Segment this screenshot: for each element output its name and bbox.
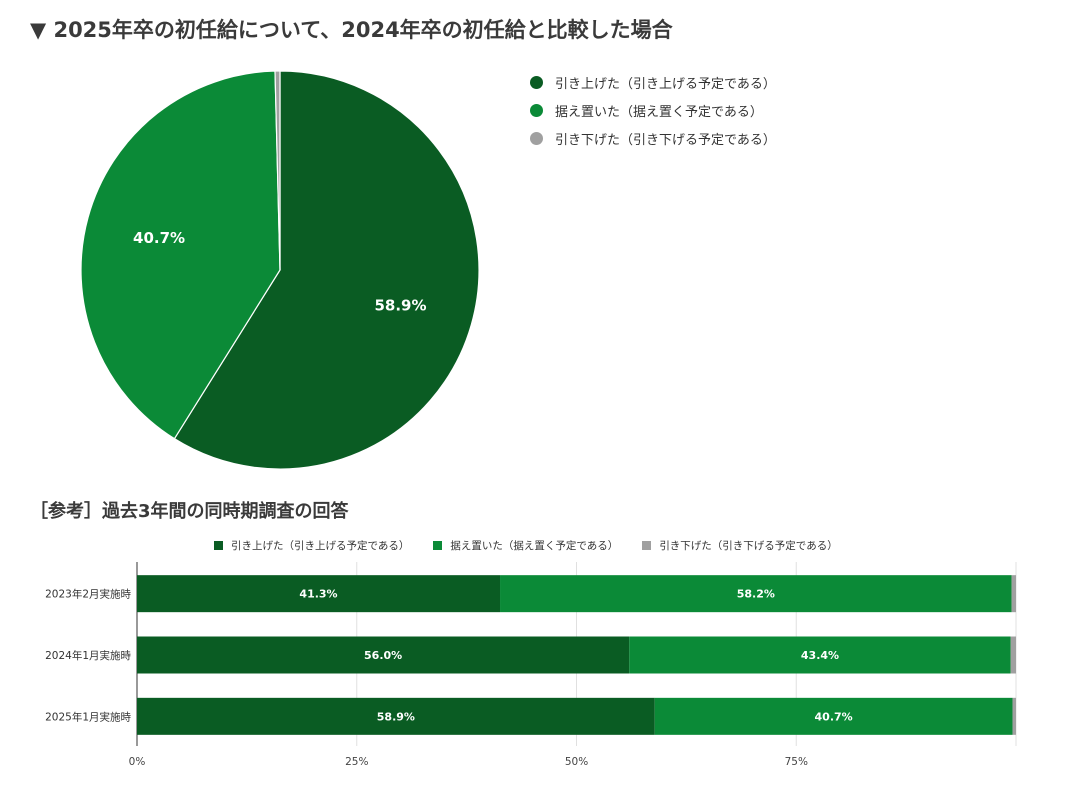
pie-legend-item-raised[interactable]: 引き上げた（引き上げる予定である） <box>530 68 776 96</box>
pie-slice-kept[interactable] <box>80 70 281 440</box>
bar-legend-item-kept[interactable]: 据え置いた（据え置く予定である） <box>433 538 618 553</box>
bar-legend: 引き上げた（引き上げる予定である） 据え置いた（据え置く予定である） 引き下げた… <box>214 538 862 553</box>
pie-data-label-raised: 58.9% <box>374 297 426 315</box>
legend-dot-raised <box>530 75 543 89</box>
pie-legend-label-lowered: 引き下げた（引き下げる予定である） <box>555 132 776 148</box>
pie-legend: 引き上げた（引き上げる予定である） 据え置いた（据え置く予定である） 引き下げた… <box>530 68 776 152</box>
bar-data-label-raised: 58.9% <box>377 710 415 723</box>
pie-legend-label-raised: 引き上げた（引き上げる予定である） <box>555 76 776 92</box>
bar-data-label-raised: 56.0% <box>364 649 402 662</box>
bar-segment-kept[interactable] <box>654 697 1013 735</box>
bar-segment-lowered[interactable] <box>1010 636 1016 674</box>
bar-data-label-raised: 41.3% <box>299 588 337 601</box>
pie-legend-label-kept: 据え置いた（据え置く予定である） <box>555 104 763 120</box>
legend-dot-kept <box>530 103 543 117</box>
bar-legend-label-kept: 据え置いた（据え置く予定である） <box>450 540 619 552</box>
bar-segment-kept[interactable] <box>500 575 1012 613</box>
bar-segment-raised[interactable] <box>137 636 630 674</box>
bar-segment-kept[interactable] <box>629 636 1011 674</box>
bar-data-label-kept: 58.2% <box>737 588 775 601</box>
bar-segment-raised[interactable] <box>137 575 501 613</box>
pie-data-label-kept: 40.7% <box>133 229 185 247</box>
bar-chart-title: ［参考］過去3年間の同時期調査の回答 <box>30 501 349 522</box>
bar-legend-item-lowered[interactable]: 引き下げた（引き下げる予定である） <box>642 538 838 553</box>
bar-legend-label-lowered: 引き下げた（引き下げる予定である） <box>659 540 838 552</box>
bar-segment-lowered[interactable] <box>1011 575 1016 613</box>
y-category-label: 2023年2月実施時 <box>45 588 131 601</box>
pie-legend-item-kept[interactable]: 据え置いた（据え置く予定である） <box>530 96 776 124</box>
bar-segment-lowered[interactable] <box>1012 697 1016 735</box>
bar-data-label-kept: 40.7% <box>815 710 853 723</box>
x-tick-label: 0% <box>129 756 146 768</box>
legend-dot-lowered <box>530 131 543 145</box>
bar-legend-label-raised: 引き上げた（引き上げる予定である） <box>231 540 410 552</box>
bar-legend-swatch-lowered <box>642 541 652 550</box>
bar-legend-swatch-raised <box>214 541 223 550</box>
bar-legend-item-raised[interactable]: 引き上げた（引き上げる予定である） <box>214 538 409 553</box>
y-category-label: 2024年1月実施時 <box>45 649 131 662</box>
pie-slice-lowered[interactable] <box>274 70 281 271</box>
page-title: ▼ 2025年卒の初任給について、2024年卒の初任給と比較した場合 <box>30 18 673 42</box>
y-category-label: 2025年1月実施時 <box>45 710 131 723</box>
x-tick-label: 75% <box>785 756 808 768</box>
bar-segment-raised[interactable] <box>137 697 655 735</box>
bar-data-label-kept: 43.4% <box>801 649 839 662</box>
pie-legend-item-lowered[interactable]: 引き下げた（引き下げる予定である） <box>530 124 776 152</box>
bar-legend-swatch-kept <box>433 541 443 550</box>
x-tick-label: 25% <box>345 756 368 768</box>
pie-slice-raised[interactable] <box>173 70 480 470</box>
x-tick-label: 50% <box>565 756 588 768</box>
